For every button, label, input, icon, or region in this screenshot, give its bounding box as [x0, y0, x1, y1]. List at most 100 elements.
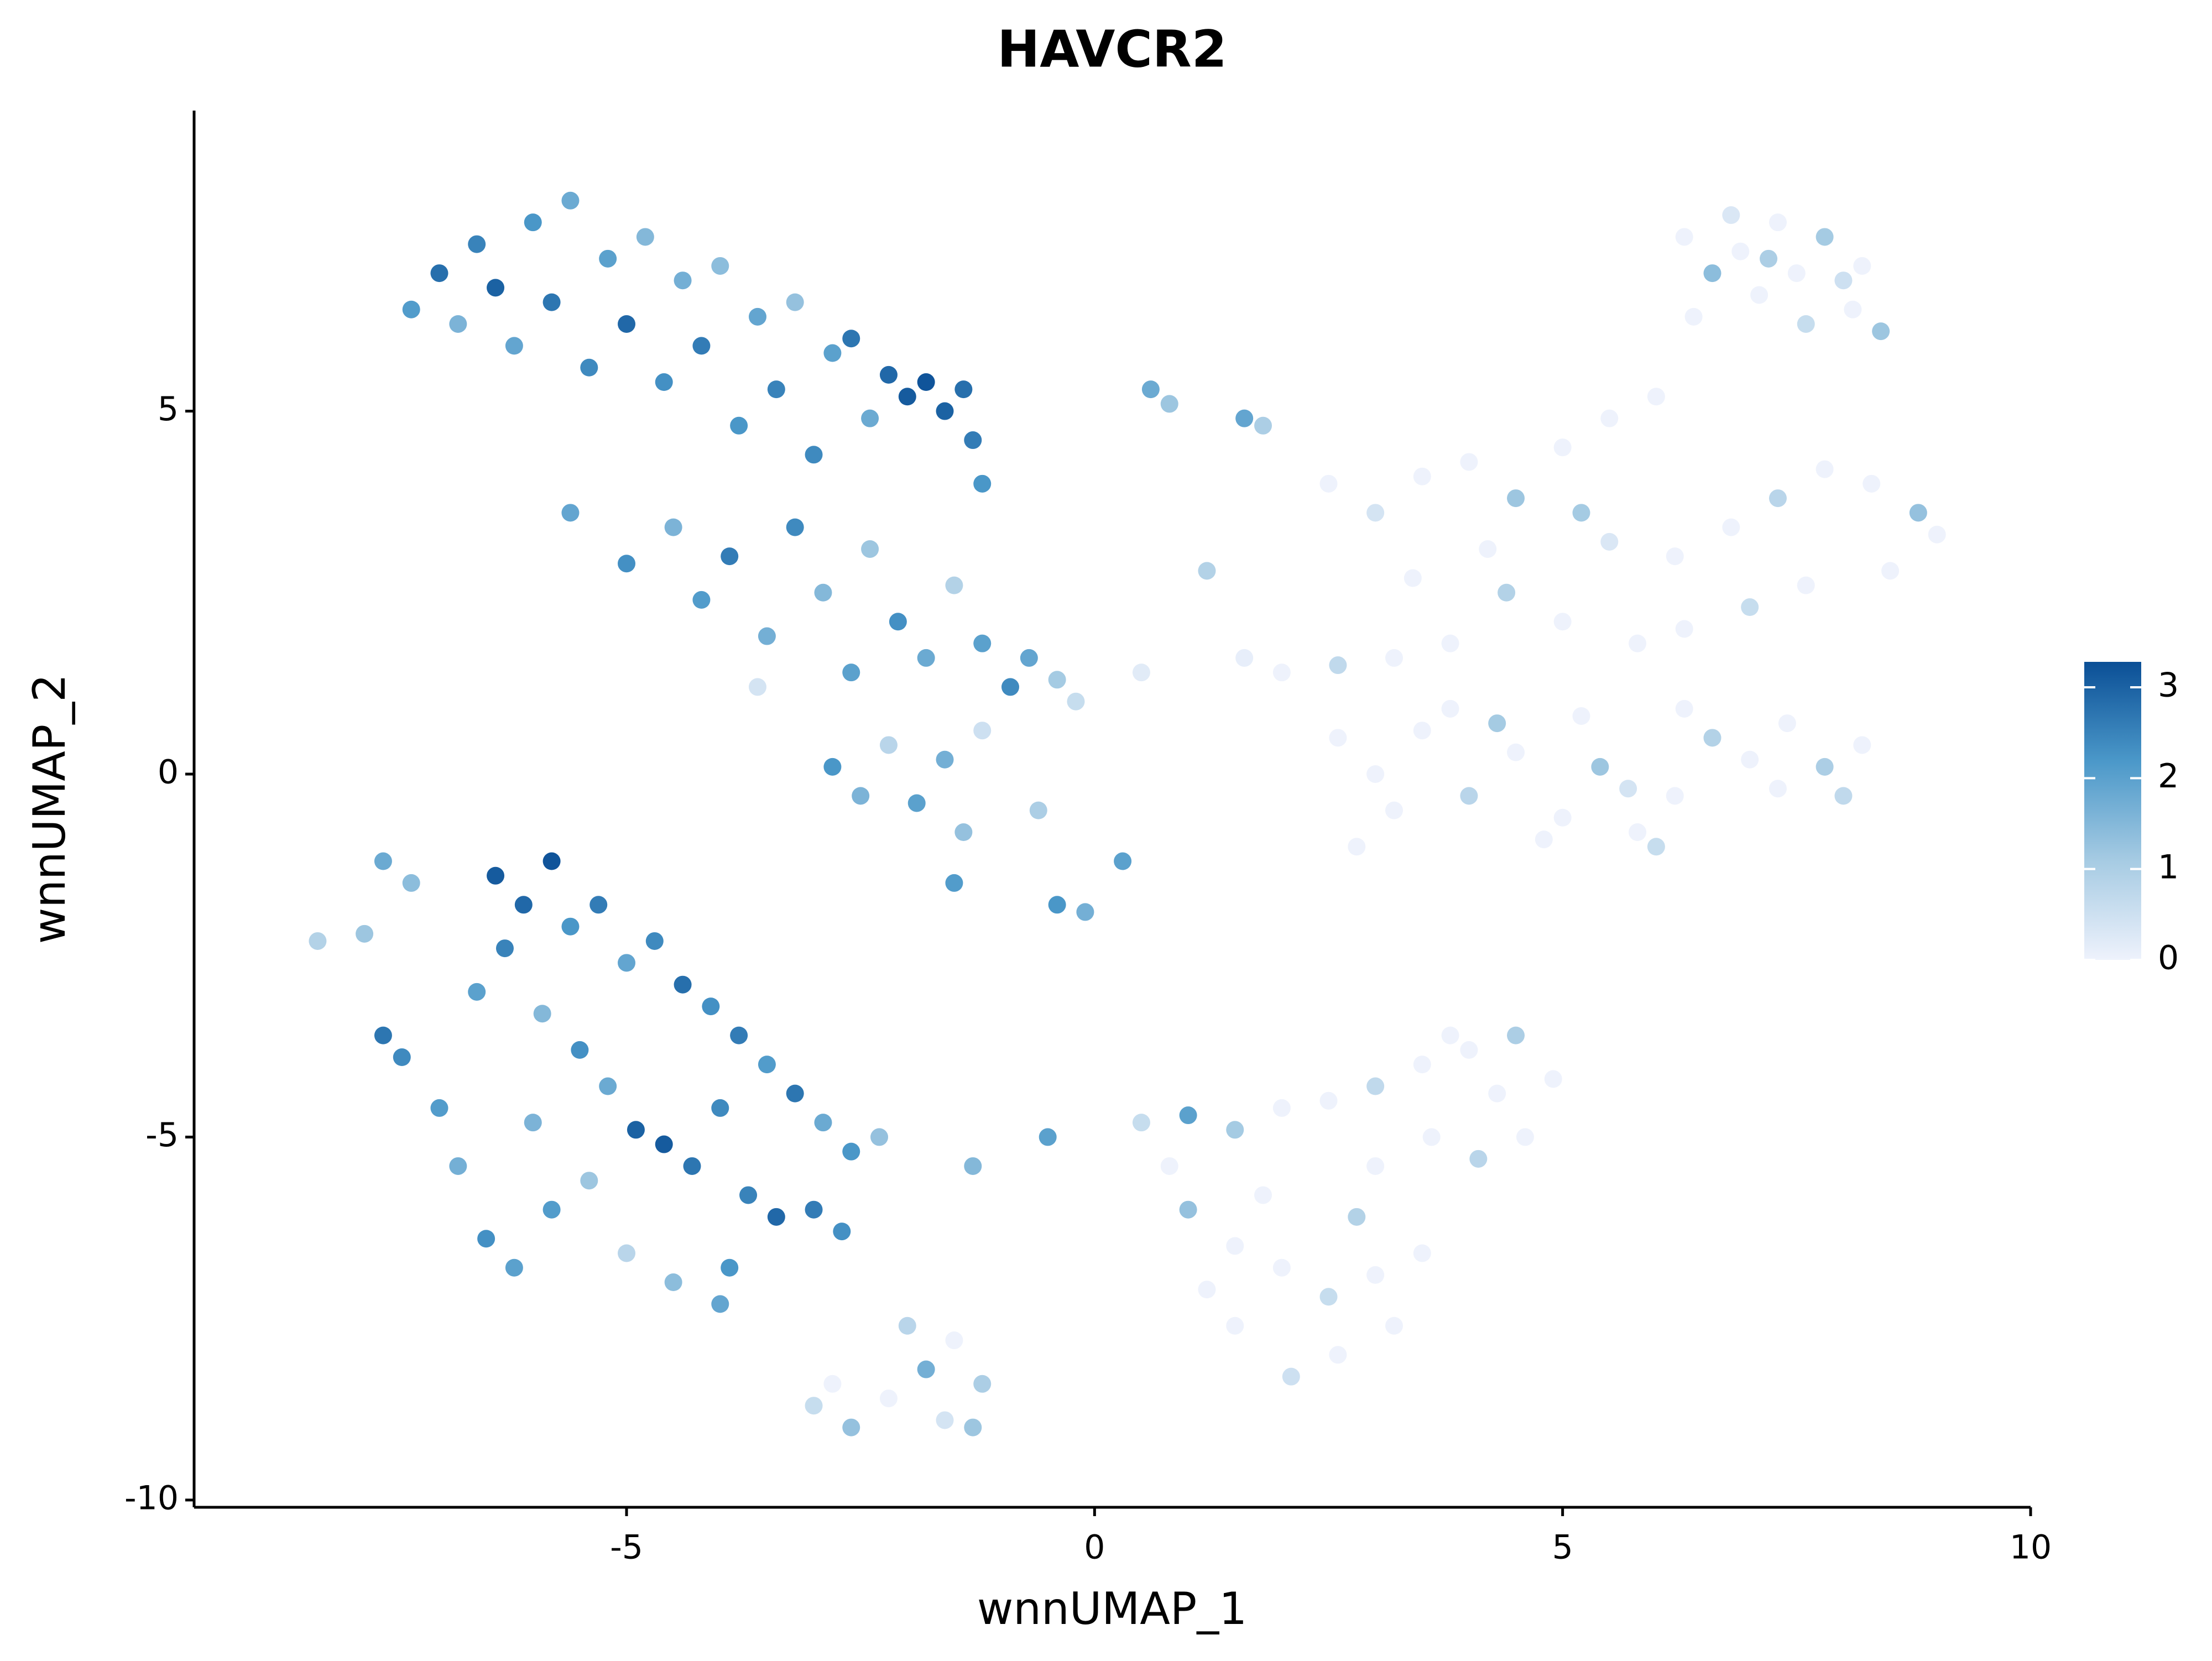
point [711, 257, 729, 275]
point [748, 307, 766, 326]
point [1348, 838, 1366, 856]
point [1460, 1041, 1478, 1059]
x-tick-label: 5 [1552, 1528, 1573, 1567]
point [1366, 1157, 1385, 1175]
point [1498, 583, 1516, 602]
point [936, 750, 954, 769]
point [1768, 780, 1787, 798]
point [1797, 315, 1815, 333]
y-tick-label: -5 [145, 1116, 179, 1155]
point [917, 1360, 935, 1378]
point [1863, 474, 1881, 493]
point [786, 293, 804, 311]
point [1039, 1128, 1057, 1146]
point [1020, 649, 1038, 667]
point [683, 1157, 701, 1175]
point [618, 555, 636, 573]
point [1815, 228, 1834, 246]
point [402, 300, 420, 318]
point [571, 1041, 589, 1059]
x-axis-label: wnnUMAP_1 [977, 1583, 1247, 1634]
point [1329, 656, 1347, 675]
point [1768, 489, 1787, 508]
point [1787, 264, 1806, 283]
point [917, 649, 935, 667]
point [599, 1077, 617, 1095]
point [1319, 1288, 1338, 1306]
point [786, 1084, 804, 1103]
point [505, 337, 523, 355]
point [393, 1048, 411, 1067]
point [1741, 750, 1759, 769]
point [833, 1223, 851, 1241]
point [842, 1418, 860, 1437]
point [1226, 1317, 1244, 1335]
point [599, 249, 617, 268]
point [861, 409, 879, 427]
point [1684, 307, 1703, 326]
point [1469, 1150, 1488, 1168]
point [1591, 758, 1609, 776]
point [879, 1390, 898, 1408]
point [1928, 525, 1946, 544]
point [954, 380, 973, 399]
point [514, 896, 533, 914]
point [1329, 729, 1347, 747]
point [1413, 1244, 1431, 1262]
point [1675, 699, 1693, 718]
point [879, 365, 898, 384]
point [1516, 1128, 1534, 1146]
colorbar-tick-label: 3 [2158, 666, 2179, 705]
point [711, 1295, 729, 1313]
point [973, 474, 992, 493]
point [945, 1331, 963, 1350]
point [1226, 1237, 1244, 1255]
point [561, 917, 580, 936]
point [748, 678, 766, 696]
point [1160, 395, 1178, 413]
point [1441, 699, 1459, 718]
point [1366, 504, 1385, 522]
point [1797, 576, 1815, 594]
y-tick-label: 0 [158, 753, 179, 792]
point [1254, 1186, 1272, 1204]
point [1768, 213, 1787, 232]
point [1132, 664, 1150, 682]
point [505, 1258, 523, 1277]
point [1741, 598, 1759, 617]
point [1404, 569, 1422, 587]
point [524, 213, 542, 232]
point [542, 293, 561, 311]
point [767, 380, 785, 399]
point [655, 373, 673, 391]
point [356, 924, 374, 943]
point [1198, 1281, 1216, 1299]
point [1722, 518, 1740, 536]
point [1600, 409, 1619, 427]
point [309, 932, 327, 950]
point [1235, 649, 1254, 667]
point [1413, 722, 1431, 740]
point [852, 787, 870, 805]
point [767, 1208, 785, 1226]
y-tick-label: -10 [124, 1479, 179, 1517]
point [655, 1135, 673, 1153]
point [533, 1005, 551, 1023]
point [1488, 714, 1506, 733]
point [945, 576, 963, 594]
point [954, 823, 973, 842]
point [561, 191, 580, 210]
point [1731, 242, 1750, 260]
point [1001, 678, 1019, 696]
point [898, 388, 916, 406]
point [730, 1026, 748, 1044]
point [1441, 634, 1459, 652]
point [889, 613, 907, 631]
point [973, 634, 992, 652]
point [1507, 1026, 1525, 1044]
point [1413, 467, 1431, 485]
point [1366, 1077, 1385, 1095]
point [524, 1114, 542, 1132]
point [1853, 257, 1871, 275]
